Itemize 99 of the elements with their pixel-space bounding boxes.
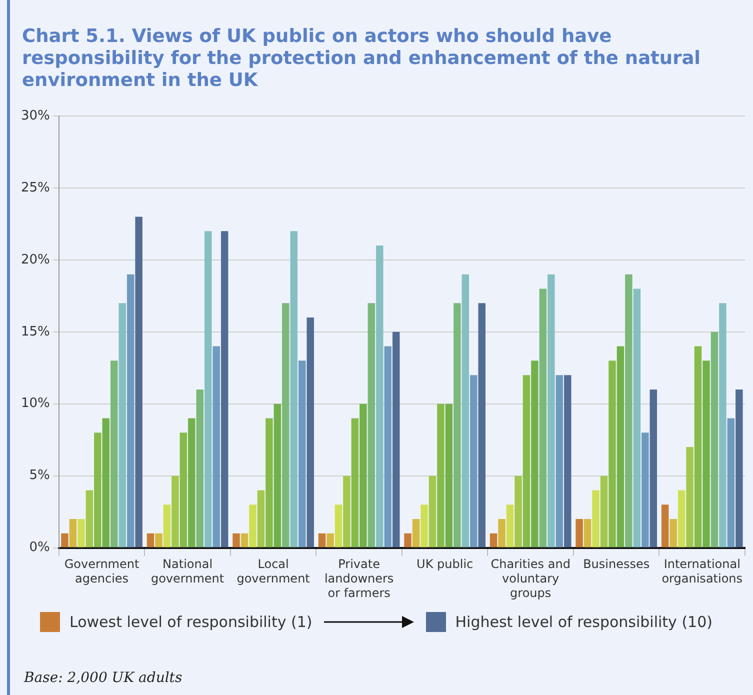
bar — [576, 519, 583, 548]
bar — [232, 533, 240, 548]
x-tick-label: UK public — [416, 557, 474, 572]
bar — [360, 404, 367, 548]
bar — [135, 216, 142, 548]
bar — [490, 533, 498, 548]
x-tick-label: National government — [150, 557, 224, 586]
bar — [710, 332, 718, 548]
bar — [384, 346, 392, 548]
bar — [188, 418, 196, 548]
bar — [625, 274, 632, 548]
bar — [404, 533, 412, 548]
bar — [343, 476, 350, 548]
bar — [69, 519, 77, 548]
bar — [220, 231, 228, 548]
bar — [514, 476, 522, 548]
bar — [306, 318, 314, 548]
bar — [633, 288, 641, 548]
bar — [428, 476, 436, 548]
legend-label: Lowest level of responsibility (1) — [69, 613, 312, 631]
bar — [531, 360, 538, 548]
bar — [454, 303, 461, 548]
bar — [249, 504, 256, 548]
bar — [642, 432, 649, 548]
y-tick-label: 20% — [20, 252, 50, 268]
bar — [204, 231, 212, 548]
bar — [522, 375, 530, 548]
bar — [650, 389, 658, 548]
bar — [155, 533, 162, 548]
bar — [686, 447, 694, 548]
bar — [240, 533, 248, 548]
bar — [412, 519, 420, 548]
y-tick-label: 10% — [20, 396, 50, 412]
legend-label: Highest level of responsibility (10) — [455, 613, 712, 631]
bar — [351, 418, 359, 548]
bar — [470, 375, 478, 548]
bar — [266, 418, 273, 548]
bar — [420, 504, 428, 548]
bar — [478, 303, 486, 548]
bar — [600, 476, 608, 548]
bar — [702, 360, 710, 548]
bar — [196, 389, 204, 548]
bar — [670, 519, 677, 548]
y-tick-label: 15% — [20, 324, 50, 340]
bar — [326, 533, 334, 548]
bar — [61, 533, 68, 548]
text: Base: 2,000 UK adults — [24, 670, 182, 686]
bar — [298, 360, 306, 548]
bar — [282, 303, 290, 548]
bar — [556, 375, 564, 548]
x-tick-label: Private landowners or farmers — [324, 557, 394, 600]
bar — [290, 231, 298, 548]
bar — [564, 375, 572, 548]
bar — [694, 346, 702, 548]
bar — [376, 246, 384, 548]
x-tick-label: International organisations — [662, 557, 743, 586]
bar — [86, 490, 94, 548]
bar — [212, 346, 220, 548]
bar — [257, 490, 265, 548]
x-tick-label: Local government — [236, 557, 310, 586]
bar — [736, 389, 743, 548]
bar — [78, 519, 85, 548]
bar — [437, 404, 444, 548]
bar — [392, 332, 400, 548]
bar — [118, 303, 126, 548]
bar — [172, 476, 179, 548]
bar — [608, 360, 616, 548]
x-tick-label: Businesses — [583, 557, 650, 572]
bar — [719, 303, 726, 548]
x-tick-label: Charities and voluntary groups — [490, 557, 570, 600]
bar — [498, 519, 506, 548]
y-tick-label: 25% — [20, 180, 50, 196]
bar — [334, 504, 342, 548]
bar — [318, 533, 326, 548]
bar — [584, 519, 592, 548]
bar — [616, 346, 624, 548]
bar — [678, 490, 686, 548]
bar — [180, 432, 188, 548]
bar — [445, 404, 453, 548]
chart-title: Chart 5.1. Views of UK public on actors who should have responsibility for the protection and enhancement of the natural environment in the UK — [22, 26, 702, 92]
bar — [661, 504, 669, 548]
bar — [163, 504, 171, 548]
bar — [94, 432, 102, 548]
bar — [146, 533, 154, 548]
y-tick-label: 0% — [29, 540, 50, 556]
y-tick-label: 30% — [20, 108, 50, 124]
bar — [126, 274, 134, 548]
bar — [548, 274, 555, 548]
bar — [368, 303, 376, 548]
bar — [506, 504, 514, 548]
bar — [727, 418, 735, 548]
bar — [539, 288, 547, 548]
bar — [462, 274, 470, 548]
x-tick-label: Government agencies — [64, 557, 140, 586]
y-tick-label: 5% — [29, 468, 50, 484]
bar — [110, 360, 118, 548]
bar — [102, 418, 110, 548]
bar — [274, 404, 282, 548]
bar — [592, 490, 600, 548]
